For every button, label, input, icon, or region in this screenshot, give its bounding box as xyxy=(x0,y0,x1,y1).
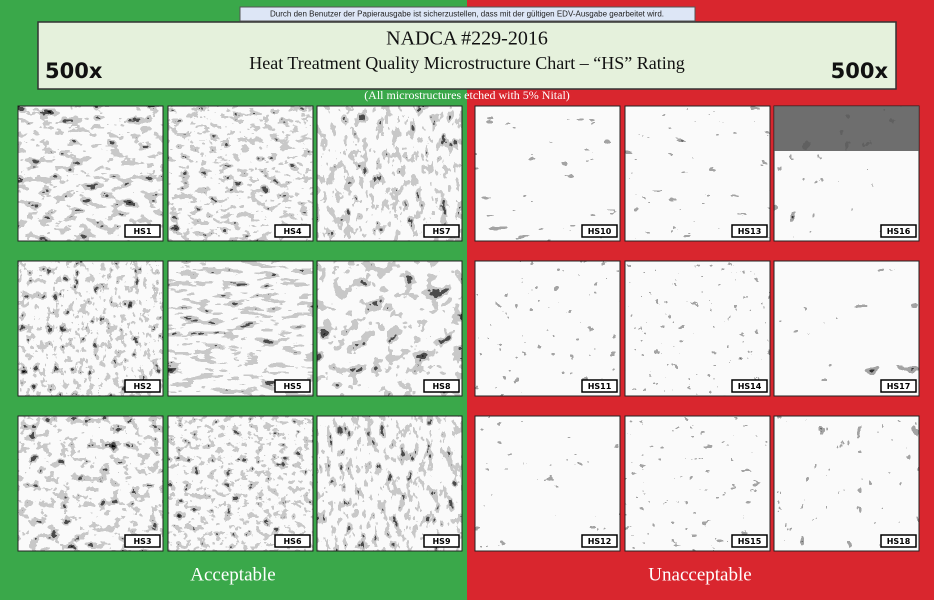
sample-label: HS3 xyxy=(133,537,151,546)
micrographs: HS1 HS4 HS7 HS2 HS5 HS8 HS3 HS6 HS9 HS10 HS13 HS16 H… xyxy=(17,105,920,552)
sample-tag xyxy=(124,224,161,238)
magnification: 500x xyxy=(45,59,103,83)
notice-box xyxy=(239,6,696,22)
micrograph-texture xyxy=(774,416,919,551)
micrograph-texture xyxy=(18,106,163,241)
micrograph-texture xyxy=(18,261,163,396)
sample-tag xyxy=(274,379,311,393)
sample-tag xyxy=(880,534,917,548)
micrograph-texture xyxy=(18,416,163,551)
magnification: 500x xyxy=(831,59,889,83)
notice: Durch den Benutzer der Papierausgabe ist… xyxy=(270,10,664,19)
micrograph-texture xyxy=(168,106,313,241)
micrograph-texture xyxy=(774,261,919,396)
sample-tag xyxy=(731,379,768,393)
sample-tag xyxy=(880,224,917,238)
sample-label: HS11 xyxy=(588,382,612,391)
sample-tag xyxy=(124,534,161,548)
sample-label: HS6 xyxy=(283,537,301,546)
micrograph-texture xyxy=(475,261,620,396)
sample-tag xyxy=(731,534,768,548)
sample-tag xyxy=(423,534,460,548)
sample-label: HS13 xyxy=(738,227,762,236)
micrograph-texture xyxy=(317,106,462,241)
header-box xyxy=(37,21,897,90)
micrograph-texture xyxy=(475,106,620,241)
micrograph-texture xyxy=(625,106,770,241)
sample-label: HS17 xyxy=(887,382,911,391)
micrograph-texture xyxy=(168,261,313,396)
micrograph-texture xyxy=(168,416,313,551)
subtitle: Heat Treatment Quality Microstructure Ch… xyxy=(249,53,684,73)
sample-label: HS14 xyxy=(738,382,762,391)
sample-tag xyxy=(423,379,460,393)
sample-tag xyxy=(581,224,618,238)
sample-tag xyxy=(731,224,768,238)
micrograph-dark-layer xyxy=(774,106,919,151)
sample-label: HS10 xyxy=(588,227,612,236)
micrograph-texture xyxy=(317,261,462,396)
sample-label: HS12 xyxy=(588,537,612,546)
sample-label: HS4 xyxy=(283,227,301,236)
sample-label: HS16 xyxy=(887,227,911,236)
sample-tag xyxy=(274,224,311,238)
micrograph-texture xyxy=(625,261,770,396)
panel-label: Unacceptable xyxy=(648,564,751,585)
sample-label: HS2 xyxy=(133,382,151,391)
sample-tag xyxy=(423,224,460,238)
sample-tag xyxy=(581,534,618,548)
sample-tag xyxy=(274,534,311,548)
etch-note: (All microstructures etched with 5% Nita… xyxy=(364,88,570,102)
sample-label: HS7 xyxy=(432,227,450,236)
sample-label: HS15 xyxy=(738,537,762,546)
sample-label: HS9 xyxy=(432,537,450,546)
panel-label: Acceptable xyxy=(190,564,275,585)
sample-label: HS8 xyxy=(432,382,450,391)
sample-tag xyxy=(880,379,917,393)
sample-label: HS18 xyxy=(887,537,911,546)
sample-label: HS5 xyxy=(283,382,301,391)
sample-tag xyxy=(124,379,161,393)
sample-tag xyxy=(581,379,618,393)
micrograph-texture xyxy=(475,416,620,551)
micrograph-texture xyxy=(317,416,462,551)
micrograph-texture xyxy=(625,416,770,551)
sample-label: HS1 xyxy=(133,227,151,236)
title: NADCA #229-2016 xyxy=(386,28,548,50)
